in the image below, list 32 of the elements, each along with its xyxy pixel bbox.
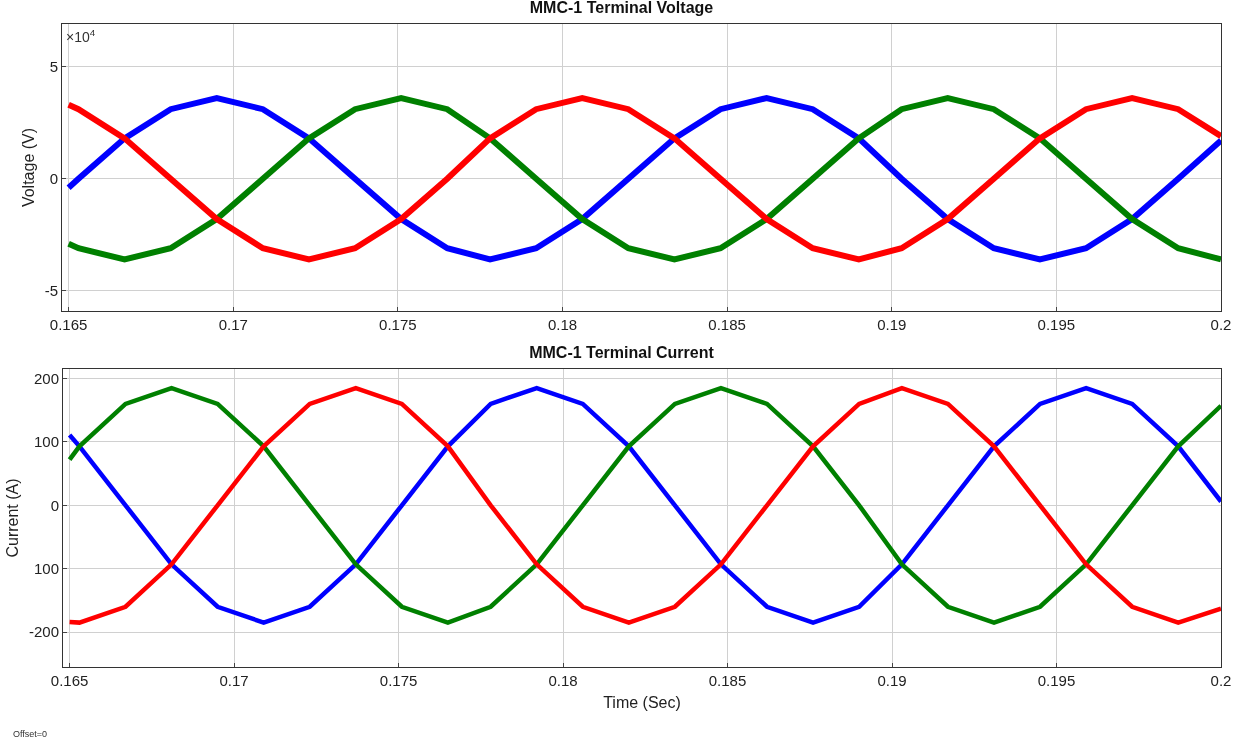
x-tick-label: 0.195 bbox=[1037, 316, 1076, 333]
y-tick-label: 200 bbox=[33, 369, 59, 387]
x-tick-label: 0.2 bbox=[1210, 316, 1232, 333]
y-tick-label: 100 bbox=[33, 433, 59, 451]
y-tick-label: -5 bbox=[44, 282, 58, 300]
x-tick-label: 0.185 bbox=[708, 672, 747, 689]
x-tick-label: 0.17 bbox=[218, 316, 248, 333]
x-tick-label: 0.17 bbox=[219, 672, 249, 689]
x-tick-label: 0.165 bbox=[49, 316, 88, 333]
y-tick-label: -200 bbox=[28, 623, 59, 641]
x-tick-label: 0.175 bbox=[379, 672, 418, 689]
x-tick-label: 0.195 bbox=[1037, 672, 1076, 689]
text: Offset=0 bbox=[13, 729, 48, 739]
y-tick-label: 0 bbox=[50, 496, 59, 514]
y-tick-label: 100 bbox=[33, 559, 59, 577]
annotation: ×10$^{4}$ bbox=[66, 27, 96, 45]
y-tick-label: 5 bbox=[49, 57, 58, 75]
x-tick-label: 0.175 bbox=[379, 316, 417, 333]
x-tick-label: 0.165 bbox=[50, 672, 89, 689]
x-tick-label: 0.18 bbox=[548, 672, 578, 689]
chart-title: MMC-1 Terminal Current bbox=[529, 344, 715, 362]
x-axis-title: Time (Sec) bbox=[603, 693, 681, 711]
chart-title: MMC-1 Terminal Voltage bbox=[529, 0, 714, 17]
x-tick-label: 0.19 bbox=[877, 316, 907, 333]
x-tick-label: 0.2 bbox=[1210, 672, 1232, 689]
x-tick-label: 0.185 bbox=[708, 316, 746, 333]
y-axis-title: Current (A) bbox=[3, 478, 21, 558]
y-tick-label: 0 bbox=[49, 169, 58, 187]
line-series bbox=[67, 385, 1221, 625]
x-tick-label: 0.19 bbox=[877, 672, 907, 689]
x-tick-label: 0.18 bbox=[547, 316, 578, 333]
y-axis-title: Voltage (V) bbox=[19, 127, 37, 208]
